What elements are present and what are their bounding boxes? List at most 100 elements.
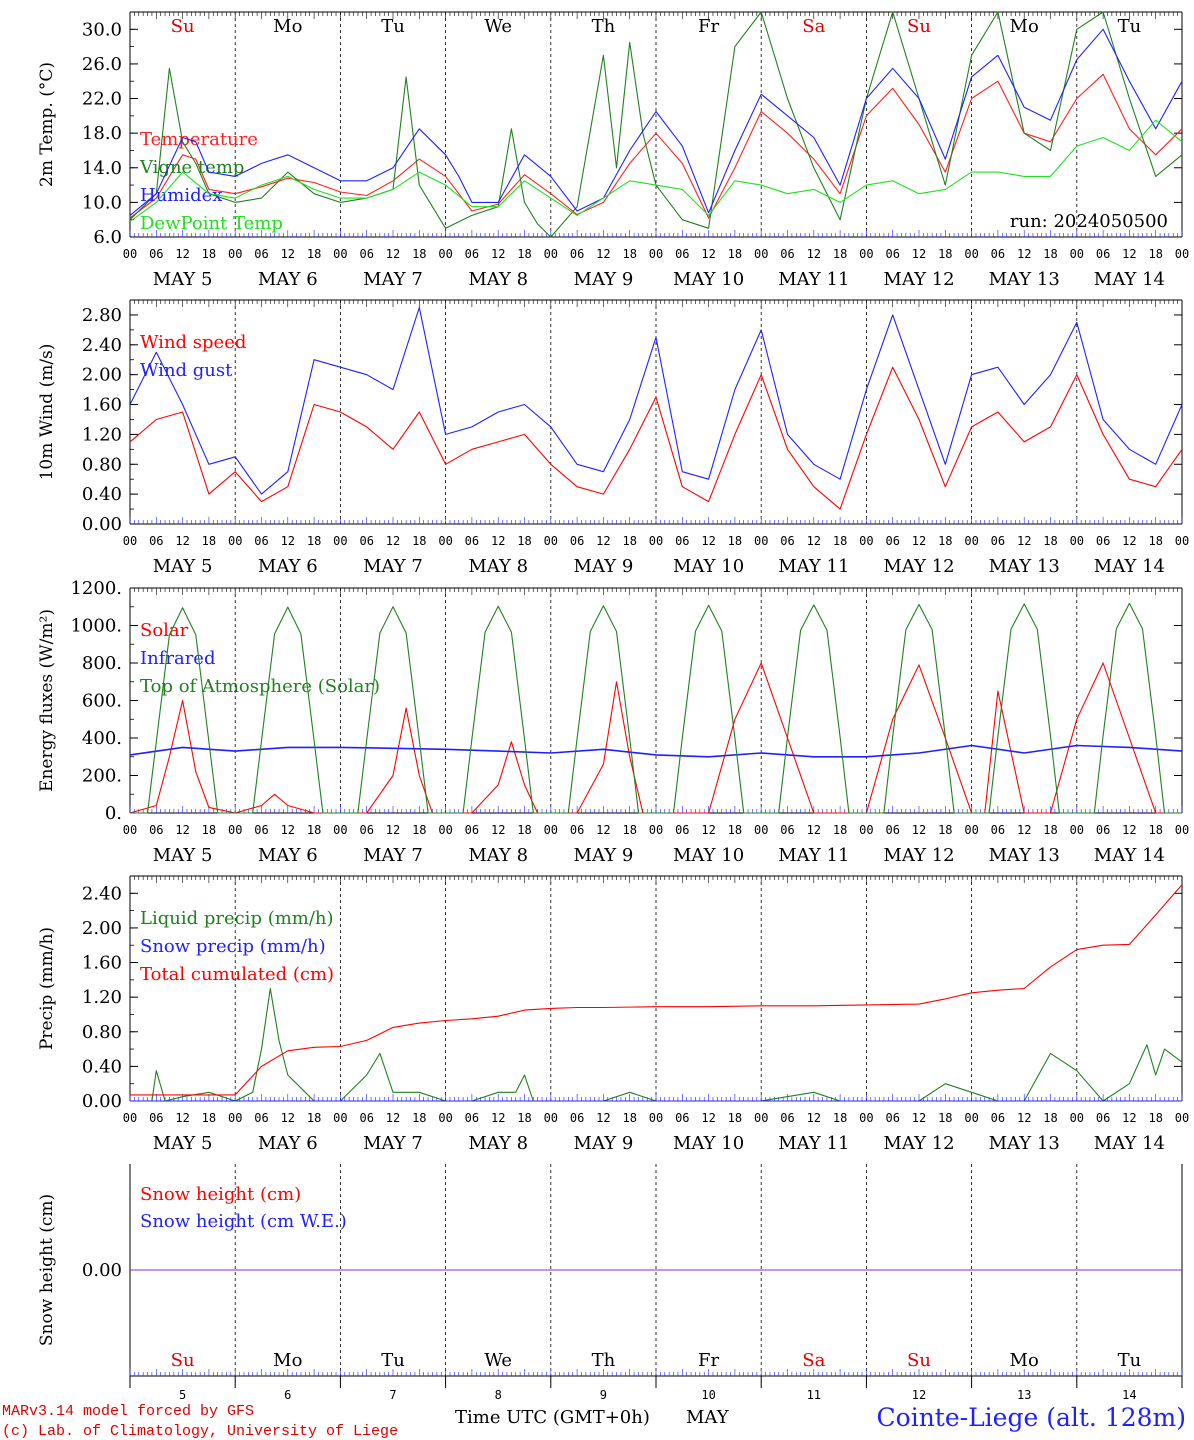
panel-5: 0.00 Snow height (cm) Snow height (cm) Snow… [37,1164,1183,1402]
date-label: MAY 8 [468,556,528,577]
series-line-dewpoint-temp [129,119,1183,222]
day-number-label: 6 [284,1388,291,1402]
legend-entry: Snow precip (mm/h) [140,936,326,957]
hour-tick-label: 06 [991,1111,1005,1125]
series-line-humidex [129,28,1183,216]
day-number-label: 12 [912,1388,926,1402]
y-axis-label: 2m Temp. (°C) [37,62,57,187]
hour-tick-label: 00 [438,534,452,548]
hour-tick-label: 12 [912,1111,926,1125]
hour-tick-label: 12 [1017,247,1031,261]
series-line-temperature [129,73,1183,219]
hour-tick-label: 18 [202,247,216,261]
hour-tick-label: 00 [544,247,558,261]
hour-tick-label: 12 [807,247,821,261]
hour-tick-label: 12 [912,823,926,837]
hour-tick-label: 18 [412,247,426,261]
date-label: MAY 14 [1094,269,1165,290]
hour-tick-label: 12 [175,823,189,837]
hour-tick-label: 06 [465,534,479,548]
hour-tick-label: 12 [1122,247,1136,261]
hour-tick-label: 18 [517,823,531,837]
y-tick-label: 26.0 [82,54,122,75]
hour-tick-label: 06 [1096,247,1110,261]
hour-tick-label: 06 [465,823,479,837]
day-of-week-label: Fr [698,16,719,37]
hour-tick-label: 00 [228,1111,242,1125]
hour-tick-label: 12 [912,247,926,261]
hour-tick-label: 00 [1070,247,1084,261]
date-label: MAY 9 [574,269,634,290]
hour-tick-label: 06 [359,247,373,261]
day-of-week-label: Mo [1010,1350,1039,1371]
date-label: MAY 5 [153,845,213,866]
day-number-label: 5 [179,1388,186,1402]
day-of-week-label: Su [907,1350,931,1371]
date-label: MAY 10 [673,556,744,577]
hour-tick-label: 12 [701,534,715,548]
hour-tick-label: 06 [991,247,1005,261]
hour-tick-label: 12 [281,823,295,837]
hour-tick-label: 00 [859,823,873,837]
hour-tick-label: 00 [123,534,137,548]
date-label: MAY 8 [468,269,528,290]
hour-tick-label: 06 [570,1111,584,1125]
series-line-wind-gust [129,306,1183,495]
date-label: MAY 5 [153,1133,213,1154]
hour-tick-label: 12 [491,823,505,837]
panel-1: 6.0 10.0 14.0 18.0 22.0 26.0 30.0 2m Temp. (°C)… [37,11,1189,290]
hour-tick-label: 18 [833,1111,847,1125]
y-tick-label: 0.80 [82,454,122,475]
hour-tick-label: 00 [754,1111,768,1125]
date-label: MAY 12 [883,556,954,577]
hour-tick-label: 12 [1122,823,1136,837]
hour-tick-label: 12 [491,1111,505,1125]
date-label: MAY 13 [989,1133,1060,1154]
hour-tick-label: 12 [596,1111,610,1125]
hour-tick-label: 00 [228,534,242,548]
legend-entry: Snow height (cm) [140,1184,301,1205]
hour-tick-label: 00 [123,247,137,261]
hour-tick-label: 00 [1175,247,1189,261]
hour-tick-label: 12 [1017,534,1031,548]
hour-tick-label: 00 [1175,823,1189,837]
date-label: MAY 12 [883,845,954,866]
hour-tick-label: 00 [1070,534,1084,548]
hour-tick-label: 00 [544,1111,558,1125]
hour-tick-label: 00 [649,823,663,837]
hour-tick-label: 00 [544,823,558,837]
hour-tick-label: 00 [1070,823,1084,837]
y-tick-label: 0.40 [82,484,122,505]
y-axis-label: Snow height (cm) [37,1194,57,1346]
hour-tick-label: 06 [359,823,373,837]
hour-tick-label: 06 [675,247,689,261]
hour-tick-label: 18 [622,534,636,548]
hour-tick-label: 18 [728,823,742,837]
hour-tick-label: 12 [175,534,189,548]
hour-tick-label: 18 [412,823,426,837]
hour-tick-label: 00 [754,823,768,837]
hour-tick-label: 12 [596,534,610,548]
hour-tick-label: 06 [570,534,584,548]
day-number-label: 14 [1122,1388,1136,1402]
hour-tick-label: 12 [386,1111,400,1125]
hour-tick-label: 18 [833,247,847,261]
hour-tick-label: 18 [622,1111,636,1125]
hour-tick-label: 12 [386,534,400,548]
hour-tick-label: 18 [517,1111,531,1125]
hour-tick-label: 12 [596,823,610,837]
hour-tick-label: 18 [728,534,742,548]
hour-tick-label: 00 [228,247,242,261]
hour-tick-label: 12 [175,247,189,261]
station-label: Cointe-Liege (alt. 128m) [877,1403,1186,1432]
hour-tick-label: 06 [885,1111,899,1125]
hour-tick-label: 06 [359,1111,373,1125]
date-label: MAY 5 [153,269,213,290]
hour-tick-label: 18 [938,534,952,548]
hour-tick-label: 00 [859,247,873,261]
footer-model-line: MARv3.14 model forced by GFS [2,1403,254,1420]
hour-tick-label: 00 [228,823,242,837]
hour-tick-label: 18 [1148,534,1162,548]
date-label: MAY 9 [574,1133,634,1154]
hour-tick-label: 18 [1148,1111,1162,1125]
